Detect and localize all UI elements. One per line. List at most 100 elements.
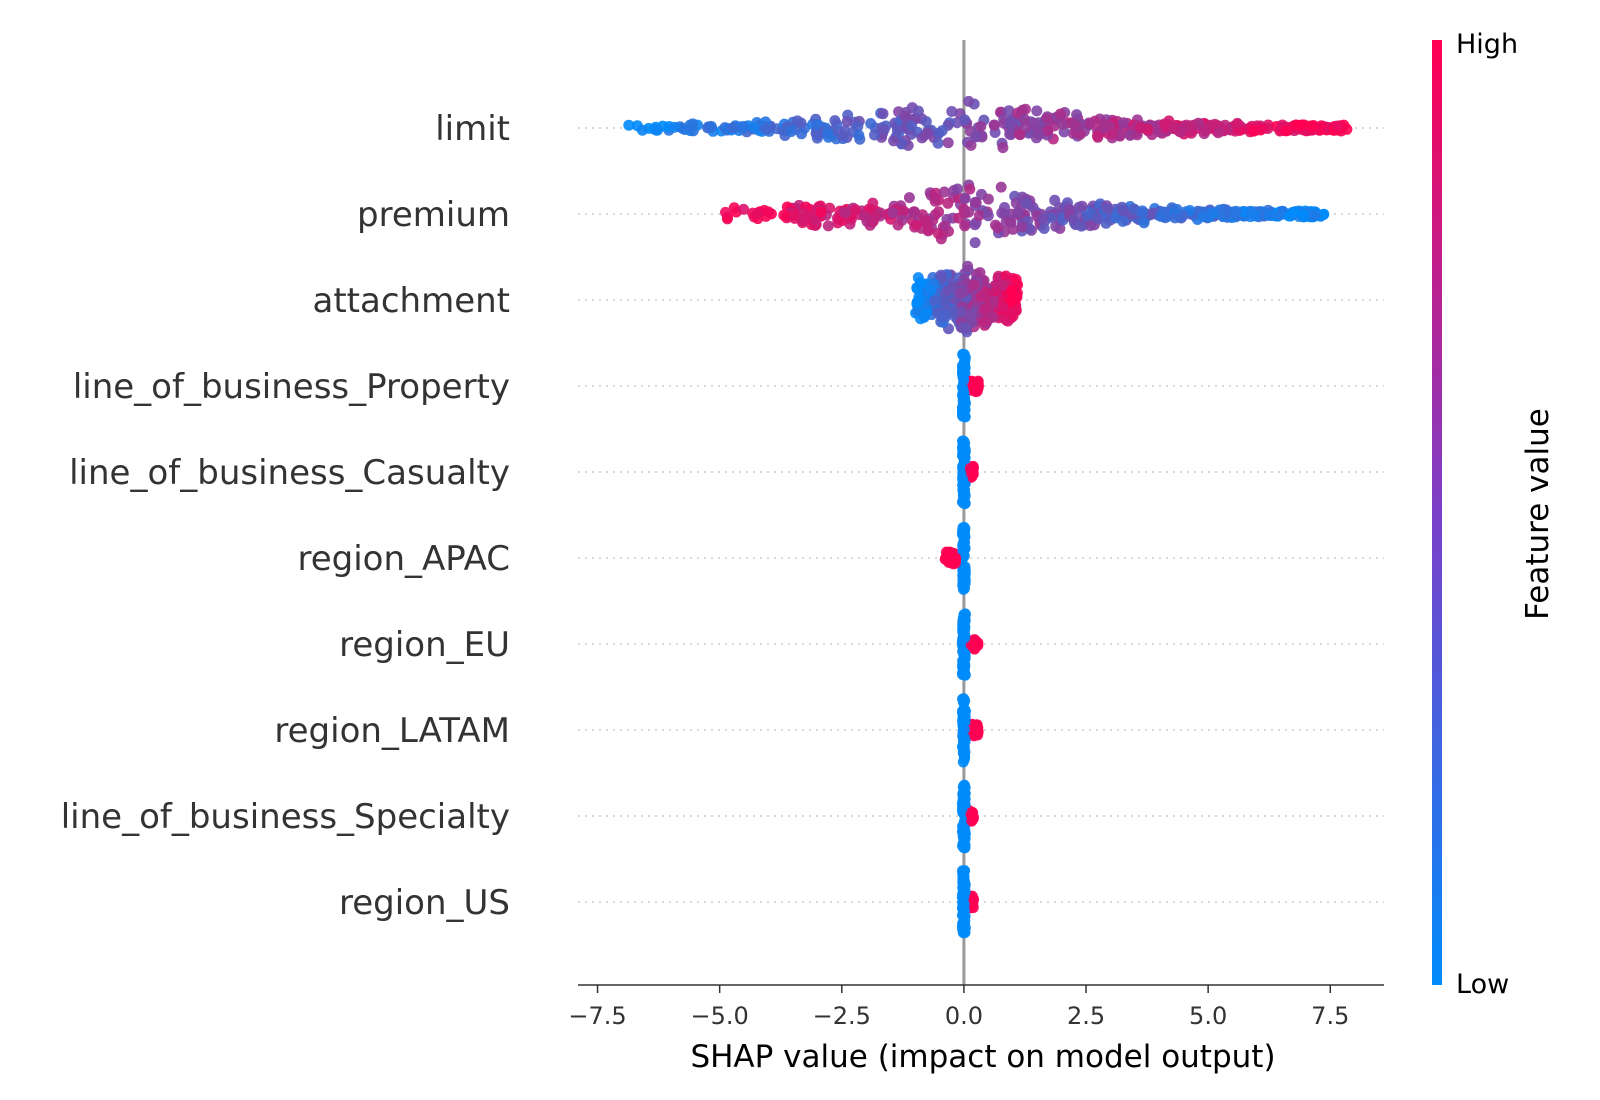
- shap-dot: [887, 207, 899, 219]
- shap-dot: [1014, 128, 1026, 140]
- feature-label: region_US: [339, 883, 510, 923]
- shap-dot: [979, 315, 991, 327]
- shap-dot: [982, 210, 994, 222]
- shap-dot: [1135, 122, 1147, 133]
- shap-dot: [992, 222, 1004, 234]
- shap-dot: [959, 824, 971, 836]
- x-tick-label: −2.5: [813, 1002, 871, 1030]
- shap-dot: [849, 204, 861, 216]
- shap-dot: [760, 123, 772, 135]
- shap-dot: [929, 195, 941, 207]
- shap-dot: [906, 120, 918, 132]
- shap-dot: [959, 782, 971, 794]
- shap-dot: [929, 295, 941, 307]
- shap-dot: [1106, 128, 1118, 140]
- shap-dot: [720, 206, 731, 218]
- shap-dot: [705, 120, 717, 132]
- shap-dot: [1315, 120, 1327, 132]
- shap-dot: [1050, 220, 1062, 232]
- shap-dot: [1092, 130, 1103, 142]
- shap-dot: [1084, 118, 1096, 129]
- shap-dot: [1341, 123, 1353, 135]
- shap-dot: [963, 206, 975, 218]
- shap-dot: [1155, 210, 1167, 222]
- shap-dot: [1028, 117, 1040, 129]
- shap-dot: [963, 95, 975, 107]
- shap-dot: [969, 237, 981, 249]
- shap-dot: [738, 120, 750, 132]
- shap-dot: [959, 578, 971, 590]
- shap-dot: [1010, 274, 1022, 285]
- x-tick-label: 0.0: [945, 1002, 983, 1030]
- shap-dot: [973, 209, 985, 221]
- shap-dot: [936, 125, 948, 137]
- shap-dot: [1273, 209, 1285, 221]
- shap-dot: [965, 311, 977, 323]
- shap-dot: [1016, 221, 1028, 233]
- shap-dot: [965, 470, 977, 482]
- shap-dot: [957, 371, 969, 383]
- shap-dot: [971, 723, 983, 735]
- shap-dot: [959, 220, 971, 232]
- shap-dot: [1297, 209, 1308, 221]
- shap-dot: [1197, 211, 1209, 223]
- shap-dot: [811, 119, 823, 131]
- shap-dot: [918, 311, 930, 323]
- shap-dot: [958, 386, 970, 398]
- shap-dot: [1037, 213, 1049, 225]
- shap-dot: [1041, 113, 1053, 124]
- shap-dot: [957, 449, 969, 461]
- shap-dot: [1332, 120, 1344, 132]
- shap-dot: [925, 284, 937, 296]
- shap-dot: [909, 206, 920, 218]
- shap-dot: [959, 632, 971, 644]
- shap-dot: [911, 283, 923, 295]
- shap-dot: [1071, 109, 1083, 121]
- shap-dot: [903, 192, 915, 204]
- shap-dot: [972, 637, 984, 649]
- shap-dot: [965, 462, 976, 474]
- shap-dot: [726, 122, 738, 134]
- shap-dot: [1256, 123, 1268, 135]
- shap-dot: [1097, 118, 1109, 130]
- shap-dot: [968, 279, 980, 291]
- shap-dot: [860, 211, 871, 223]
- shap-dot: [651, 124, 663, 136]
- shap-dot: [958, 723, 970, 735]
- shap-dot: [1000, 270, 1012, 282]
- shap-dot: [959, 841, 971, 852]
- shap-dot: [939, 220, 951, 232]
- shap-dot: [950, 552, 962, 564]
- colorbar: High Low Feature value: [1432, 29, 1556, 1000]
- shap-dot: [958, 349, 969, 361]
- shap-dot: [822, 128, 834, 140]
- shap-dot: [623, 119, 635, 131]
- shap-dot: [738, 203, 750, 215]
- shap-dot: [958, 521, 970, 533]
- shap-dot: [1075, 220, 1087, 232]
- shap-dot: [878, 124, 890, 136]
- shap-dot: [1209, 118, 1221, 130]
- shap-dot: [989, 295, 1001, 307]
- shap-dot: [1280, 125, 1292, 137]
- x-tick-label: −7.5: [568, 1002, 626, 1030]
- shap-dot: [1091, 212, 1103, 224]
- feature-label: region_APAC: [297, 539, 510, 579]
- colorbar-title: Feature value: [1520, 408, 1556, 620]
- shap-dot: [752, 207, 764, 219]
- shap-dot: [1032, 128, 1044, 140]
- shap-dot: [1006, 285, 1018, 296]
- shap-dot: [877, 108, 889, 120]
- shap-dot: [982, 193, 994, 205]
- shap-dot: [1073, 201, 1085, 213]
- shap-dot: [957, 410, 968, 422]
- shap-dot: [1031, 105, 1043, 117]
- shap-dot: [1100, 217, 1112, 229]
- shap-dot: [728, 202, 740, 214]
- shap-dot: [935, 269, 947, 281]
- shap-dot: [962, 260, 974, 272]
- shap-dot: [1012, 107, 1023, 119]
- shap-dot: [1004, 119, 1016, 131]
- shap-dot: [1007, 293, 1018, 305]
